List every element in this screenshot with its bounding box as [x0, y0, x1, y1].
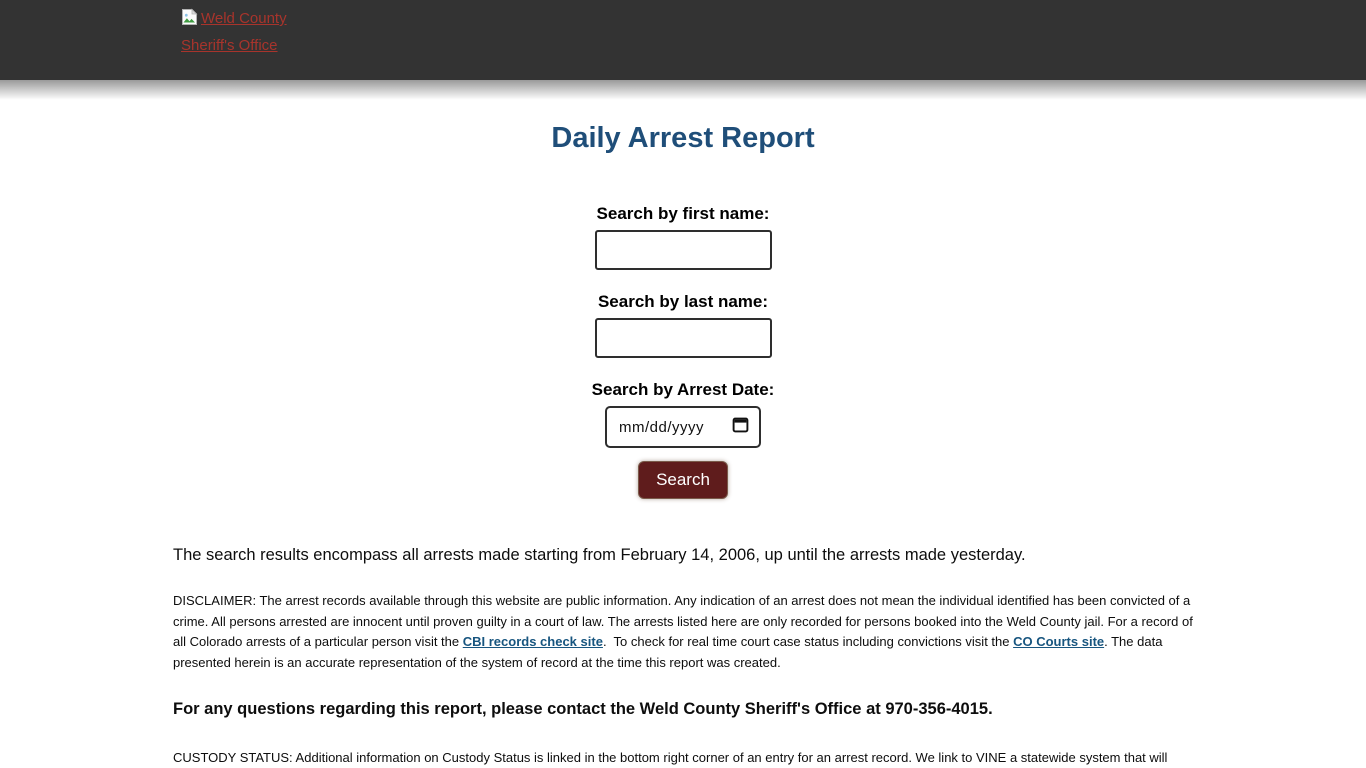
disclaimer-text-1: DISCLAIMER: The arrest records available… [173, 593, 1197, 649]
page-title: Daily Arrest Report [551, 122, 815, 154]
calendar-icon[interactable] [732, 416, 749, 438]
last-name-label: Search by last name: [597, 292, 769, 311]
disclaimer-paragraph: DISCLAIMER: The arrest records available… [173, 591, 1193, 673]
custody-text-1: CUSTODY STATUS: Additional information o… [173, 750, 1168, 765]
custody-status-paragraph: CUSTODY STATUS: Additional information o… [173, 748, 1193, 768]
sheriff-office-logo-link[interactable]: Weld County Sheriff's Office [181, 7, 299, 58]
first-name-input[interactable] [594, 230, 772, 270]
arrest-date-label: Search by Arrest Date: [591, 380, 775, 399]
contact-paragraph: For any questions regarding this report,… [173, 700, 993, 718]
header-inner: Weld County Sheriff's Office [173, 0, 1193, 58]
first-name-label: Search by first name: [596, 204, 770, 223]
disclaimer-text-2: . To check for real time court case stat… [602, 634, 1014, 649]
last-name-input[interactable] [594, 318, 772, 358]
co-courts-link[interactable]: CO Courts site [1013, 634, 1105, 649]
disclaimer-text-3: . The data presented herein is an accura… [173, 634, 1167, 670]
header-shadow [0, 80, 1366, 100]
search-form: Search by first name: Search by last nam… [173, 204, 1193, 499]
cbi-records-link[interactable]: CBI records check site [462, 634, 603, 649]
date-placeholder: mm/dd/yyyy [619, 418, 705, 436]
main-content: Daily Arrest Report Search by first name… [173, 122, 1193, 768]
arrest-date-input[interactable]: mm/dd/yyyy [605, 406, 761, 448]
search-button[interactable]: Search [638, 461, 728, 499]
broken-image-icon [181, 8, 198, 34]
intro-paragraph: The search results encompass all arrests… [173, 546, 1026, 564]
logo-link-label: Weld County Sheriff's Office [181, 10, 287, 54]
site-header: Weld County Sheriff's Office [0, 0, 1366, 80]
